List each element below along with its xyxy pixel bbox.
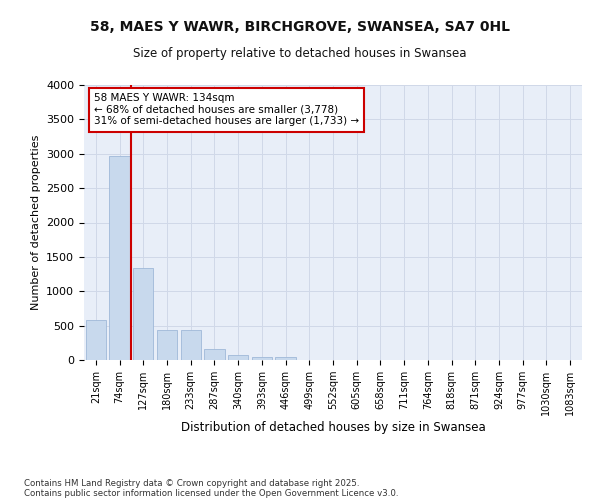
Bar: [275, 357, 296, 360]
Bar: [157, 330, 177, 360]
Text: 58 MAES Y WAWR: 134sqm
← 68% of detached houses are smaller (3,778)
31% of semi-: 58 MAES Y WAWR: 134sqm ← 68% of detached…: [94, 93, 359, 126]
Text: Contains HM Land Registry data © Crown copyright and database right 2025.: Contains HM Land Registry data © Crown c…: [24, 478, 359, 488]
Bar: [252, 356, 272, 360]
X-axis label: Distribution of detached houses by size in Swansea: Distribution of detached houses by size …: [181, 420, 485, 434]
Bar: [133, 268, 154, 360]
Bar: [109, 156, 130, 360]
Bar: [181, 330, 201, 360]
Text: Contains public sector information licensed under the Open Government Licence v3: Contains public sector information licen…: [24, 488, 398, 498]
Text: 58, MAES Y WAWR, BIRCHGROVE, SWANSEA, SA7 0HL: 58, MAES Y WAWR, BIRCHGROVE, SWANSEA, SA…: [90, 20, 510, 34]
Bar: [205, 350, 224, 360]
Text: Size of property relative to detached houses in Swansea: Size of property relative to detached ho…: [133, 48, 467, 60]
Bar: [228, 355, 248, 360]
Bar: [86, 320, 106, 360]
Y-axis label: Number of detached properties: Number of detached properties: [31, 135, 41, 310]
